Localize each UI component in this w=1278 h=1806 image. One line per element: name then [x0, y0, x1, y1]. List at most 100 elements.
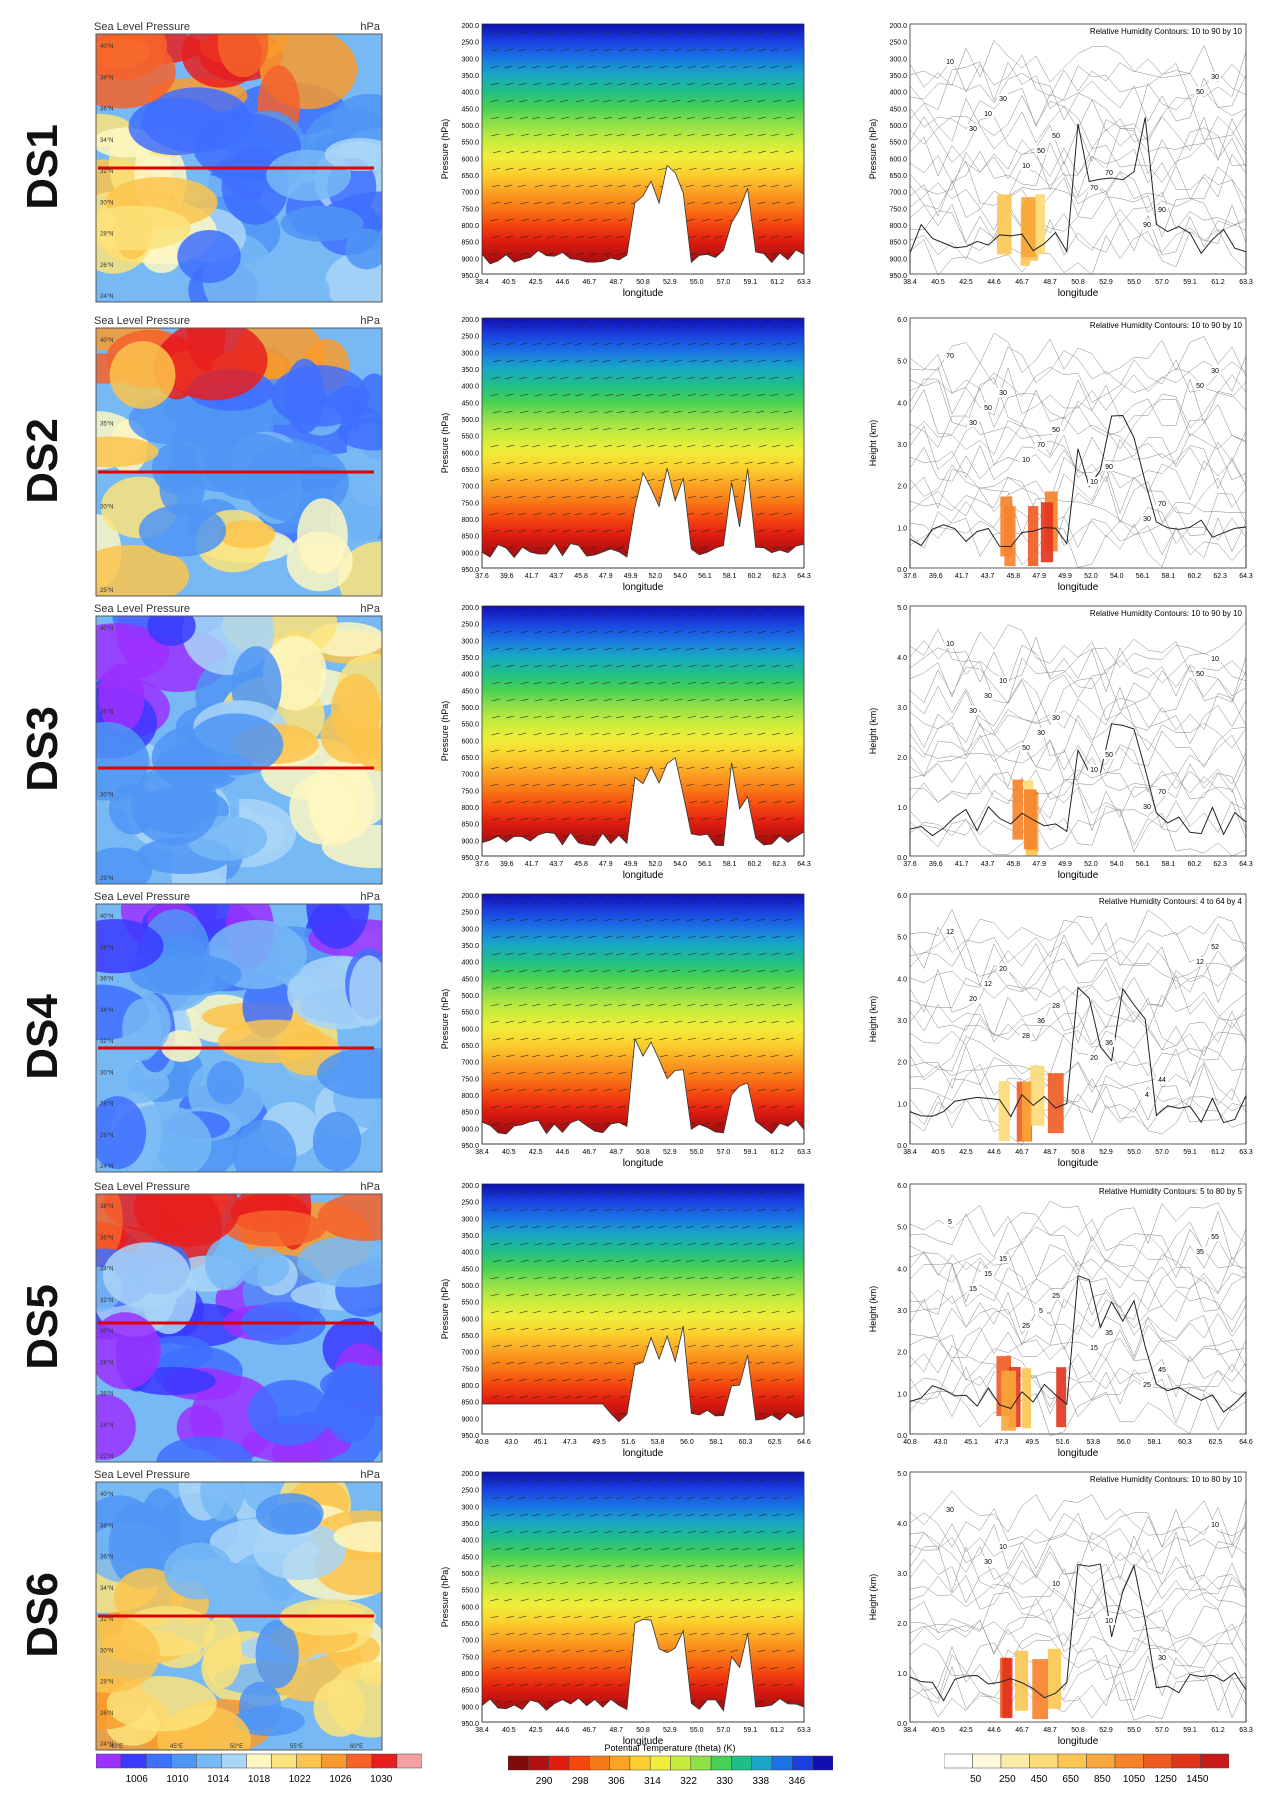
wind-barb: [786, 529, 795, 533]
wind-barb: [673, 48, 683, 52]
wind-barb: [785, 1105, 794, 1109]
wind-barb: [561, 167, 570, 171]
wind-barb: [576, 235, 585, 239]
wind-barb: [618, 817, 627, 821]
wind-barb: [785, 1242, 794, 1246]
pressure-tick: 200.0: [461, 23, 479, 30]
theta-colorbar-label: 338: [752, 1776, 769, 1787]
wind-barb: [688, 1632, 697, 1636]
wind-barb: [729, 1003, 738, 1007]
rh-y-tick: 2.0: [897, 1350, 907, 1357]
wind-barb: [770, 427, 779, 431]
wind-barb: [715, 1683, 724, 1687]
wind-barb: [772, 546, 782, 550]
rh-x-tick: 58.1: [1148, 1439, 1162, 1446]
terrain: [481, 468, 805, 569]
wind-barb: [688, 150, 697, 154]
wind-barb: [630, 1344, 639, 1348]
wind-barb: [534, 986, 543, 990]
wind-barb: [785, 834, 794, 838]
wind-barb: [603, 99, 612, 103]
theta-cross-section: 200.0250.0300.0350.0400.0450.0500.0550.0…: [440, 23, 811, 299]
wind-barb: [714, 359, 723, 363]
wind-barb: [757, 359, 766, 363]
wind-barb: [714, 1378, 723, 1382]
x-axis-label: longitude: [623, 1736, 664, 1747]
wind-barb: [518, 1088, 527, 1092]
wind-barb: [729, 935, 738, 939]
wind-barb: [531, 65, 541, 69]
wind-barb: [744, 1003, 753, 1007]
contour-label: 4: [1145, 1092, 1149, 1099]
pressure-tick: 400.0: [461, 1250, 479, 1257]
theta-cross-section: 200.0250.0300.0350.0400.0450.0500.0550.0…: [440, 317, 811, 593]
rh-x-tick: 50.8: [1071, 279, 1085, 286]
wind-barb: [672, 1293, 681, 1297]
pressure-tick: 550.0: [461, 140, 479, 147]
wind-barb: [688, 1361, 698, 1365]
wind-barb: [772, 817, 781, 821]
wind-barb: [686, 986, 695, 990]
rh-x-axis-label: longitude: [1058, 288, 1099, 299]
wind-barb: [744, 664, 753, 668]
wind-barb: [729, 766, 738, 770]
wind-barb: [616, 715, 625, 719]
slp-contour-region: [268, 1502, 322, 1534]
wind-barb: [771, 1242, 780, 1246]
wind-barb: [604, 1310, 614, 1314]
wind-barb: [770, 235, 779, 239]
wind-barb: [772, 681, 781, 685]
wind-barb: [769, 393, 779, 397]
wind-barb: [785, 1564, 794, 1568]
wind-barb: [560, 613, 570, 617]
y-axis-label: Pressure (hPa): [440, 989, 450, 1050]
rh-y-tick: 3.0: [897, 1018, 907, 1025]
rh-contour: [909, 786, 1247, 836]
wind-barb: [588, 1225, 597, 1229]
wind-barb: [644, 1293, 653, 1297]
wind-barb: [742, 1310, 752, 1314]
wind-barb: [589, 1327, 598, 1331]
wind-barb: [632, 1208, 641, 1212]
wind-barb: [770, 1054, 779, 1058]
wind-barb: [744, 681, 754, 685]
wind-barb: [589, 664, 598, 668]
wind-barb: [742, 1191, 751, 1195]
rh-contour: [909, 774, 1247, 819]
wind-barb: [700, 376, 709, 380]
contour-label: 15: [999, 1256, 1007, 1263]
wind-barb: [602, 969, 611, 973]
wind-barb: [504, 1700, 513, 1704]
contour-label-bg: [982, 109, 994, 118]
theta-colorbar-swatch: [507, 1755, 529, 1771]
wind-barb: [771, 1649, 780, 1653]
wind-barb: [562, 1071, 572, 1075]
longitude-tick: 40.5: [502, 279, 516, 286]
wind-barb: [617, 800, 627, 804]
wind-barb: [532, 116, 541, 120]
wind-barb: [589, 1564, 598, 1568]
rh-x-tick: 43.0: [934, 1439, 948, 1446]
wind-barb: [659, 150, 668, 154]
theta-colorbar-swatch: [731, 1755, 752, 1771]
wind-barb: [587, 325, 597, 329]
wind-barb: [562, 325, 571, 329]
pressure-tick: 300.0: [461, 350, 479, 357]
wind-barb: [631, 427, 640, 431]
wind-barb: [701, 1225, 710, 1229]
rh-shaded-cell: [1022, 1368, 1032, 1429]
theta-colorbar-swatch: [751, 1755, 773, 1771]
wind-barb: [758, 48, 767, 52]
wind-barb: [730, 1547, 739, 1551]
wind-barb: [506, 444, 515, 448]
rh-colorbar-label: 850: [1094, 1774, 1111, 1785]
wind-barb: [645, 918, 654, 922]
wind-barb: [518, 65, 527, 69]
rh-y-tick: 750.0: [889, 206, 907, 213]
map-lon-tick: 50°E: [230, 1744, 243, 1750]
wind-barb: [533, 201, 542, 205]
wind-barb: [589, 1003, 598, 1007]
wind-barb: [631, 478, 640, 482]
wind-barb: [645, 133, 655, 137]
contour-label-bg: [1194, 669, 1206, 678]
